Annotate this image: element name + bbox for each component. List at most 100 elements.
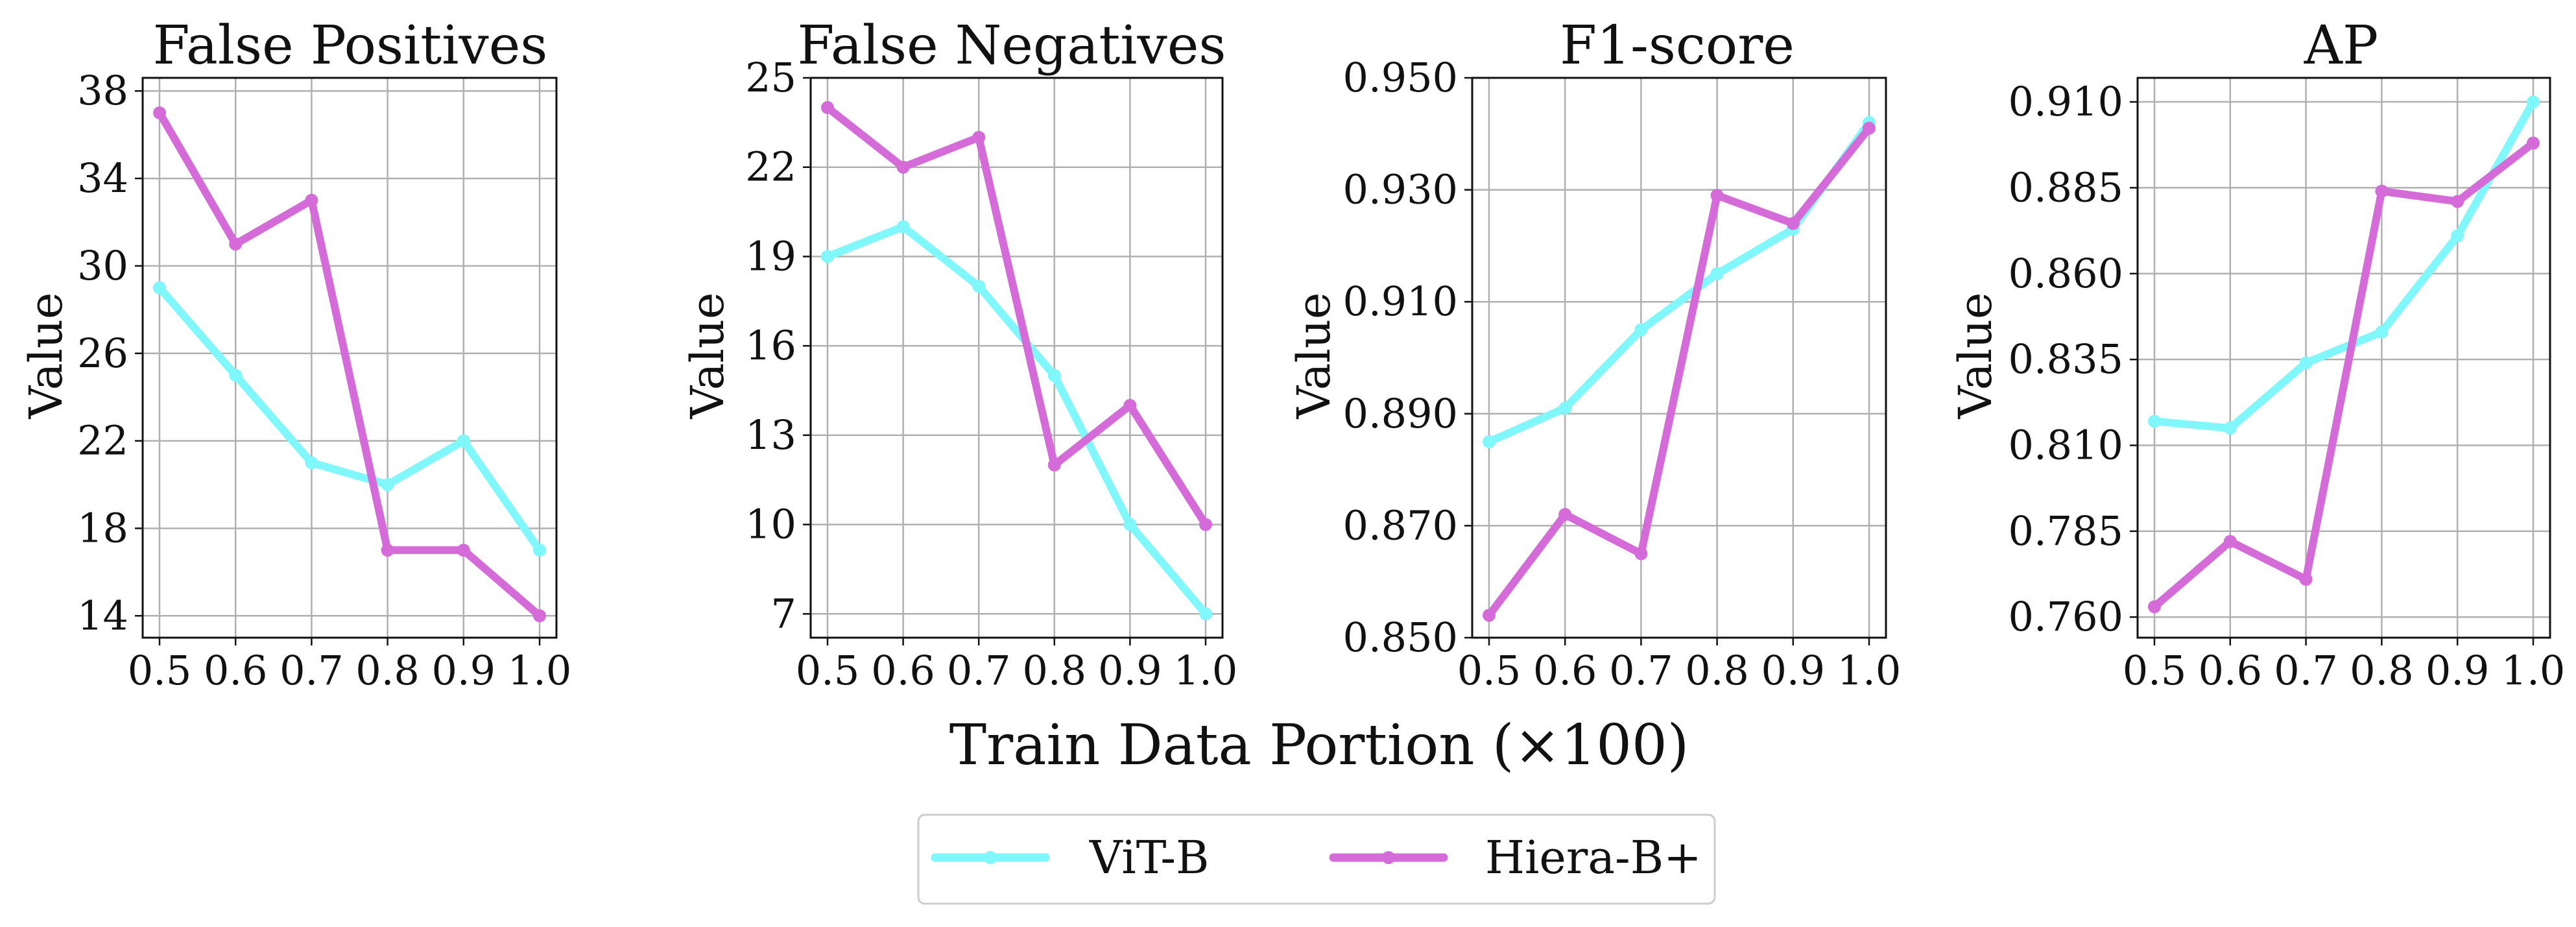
- data-point-hiera-b-plus: [1558, 508, 1572, 522]
- data-point-vit-b: [2148, 415, 2161, 428]
- data-point-hiera-b-plus: [2299, 572, 2313, 586]
- panel-false-negatives: False Negatives Value: [681, 15, 1226, 419]
- data-point-vit-b: [972, 280, 986, 293]
- y-tick-label: 0.785: [2009, 507, 2124, 555]
- y-tick-label: 38: [77, 67, 128, 114]
- y-tick-label: 7: [771, 590, 796, 637]
- y-tick-label: 0.860: [2009, 250, 2124, 297]
- plot-area-false-negatives: 0.5 0.6 0.7 0.8 0.9 1.0 7 10 13 16 19 22 25: [745, 54, 1237, 694]
- data-point-hiera-b-plus: [229, 237, 243, 251]
- y-tick-label: 34: [77, 154, 128, 202]
- data-point-vit-b: [153, 281, 166, 295]
- y-axis-label: Value: [1949, 293, 2002, 420]
- data-point-vit-b: [457, 434, 470, 448]
- y-tick-label: 0.910: [1343, 278, 1459, 325]
- y-tick-label: 0.890: [1343, 390, 1459, 437]
- x-tick-label: 0.5: [2123, 647, 2187, 694]
- y-tick-label: 0.885: [2009, 163, 2124, 211]
- data-point-vit-b: [1199, 607, 1212, 621]
- data-point-hiera-b-plus: [533, 609, 546, 623]
- data-point-hiera-b-plus: [2223, 535, 2237, 548]
- x-tick-label: 0.5: [796, 647, 860, 694]
- y-tick-label: 14: [77, 592, 128, 639]
- data-point-vit-b: [2223, 422, 2237, 435]
- data-point-hiera-b-plus: [2148, 600, 2161, 614]
- y-tick-label: 0.910: [2009, 78, 2124, 125]
- x-tick-label: 0.8: [2350, 647, 2414, 694]
- x-tick-label: 0.8: [1685, 647, 1749, 694]
- y-tick-label: 13: [745, 411, 796, 459]
- data-point-hiera-b-plus: [896, 160, 910, 174]
- y-tick-label: 0.760: [2009, 593, 2124, 640]
- data-point-vit-b: [533, 544, 546, 557]
- data-point-vit-b: [305, 456, 318, 470]
- panel-ap: AP Value: [1949, 15, 2378, 419]
- axes-frame: [809, 77, 1224, 639]
- x-tick-label: 0.9: [1098, 647, 1162, 694]
- series-line-hiera-b-plus: [2151, 139, 2537, 611]
- panel-title: False Positives: [153, 15, 548, 77]
- y-tick-label: 0.835: [2009, 335, 2124, 383]
- data-point-hiera-b-plus: [1786, 217, 1800, 230]
- data-point-vit-b: [896, 220, 910, 234]
- x-tick-label: 0.8: [1022, 647, 1086, 694]
- data-point-vit-b: [1047, 369, 1061, 383]
- x-tick-label: 0.5: [1457, 647, 1521, 694]
- legend-label-vit-b: ViT-B: [1089, 831, 1209, 884]
- x-tick-label: 0.5: [128, 647, 192, 694]
- x-axis-label: Train Data Portion (×100): [949, 713, 1689, 778]
- data-point-hiera-b-plus: [1123, 398, 1137, 412]
- x-tick-label: 0.7: [1609, 647, 1673, 694]
- x-tick-label: 0.9: [2426, 647, 2490, 694]
- data-point-hiera-b-plus: [972, 130, 986, 144]
- data-point-vit-b: [1123, 518, 1137, 531]
- data-point-vit-b: [2375, 325, 2389, 339]
- y-tick-label: 22: [77, 417, 128, 464]
- data-point-hiera-b-plus: [1047, 458, 1061, 472]
- y-tick-label: 30: [77, 242, 128, 289]
- data-point-hiera-b-plus: [1483, 608, 1496, 622]
- x-tick-label: 1.0: [2501, 647, 2566, 694]
- legend-entry-vit-b: ViT-B: [931, 831, 1209, 884]
- data-point-hiera-b-plus: [305, 193, 318, 207]
- data-point-vit-b: [1558, 402, 1572, 415]
- series-line-vit-b: [156, 283, 543, 555]
- y-axis-label: Value: [19, 293, 73, 420]
- x-tick-label: 0.6: [871, 647, 935, 694]
- y-axis-label: Value: [681, 293, 734, 420]
- series-line-hiera-b-plus: [156, 108, 543, 620]
- y-tick-label: 18: [77, 504, 128, 551]
- y-tick-label: 25: [745, 54, 796, 101]
- axes-frame: [1471, 77, 1887, 639]
- legend: ViT-B Hiera-B+: [917, 813, 1716, 905]
- series-line-vit-b: [2151, 98, 2537, 433]
- x-tick-label: 0.7: [2274, 647, 2338, 694]
- data-point-hiera-b-plus: [381, 544, 394, 557]
- data-point-vit-b: [1710, 267, 1724, 281]
- data-point-vit-b: [821, 250, 834, 263]
- data-point-hiera-b-plus: [153, 106, 166, 119]
- x-tick-label: 0.9: [1761, 647, 1825, 694]
- y-tick-label: 22: [745, 143, 796, 191]
- series-line-vit-b: [824, 223, 1210, 618]
- y-tick-label: 10: [745, 501, 796, 548]
- y-tick-label: 0.930: [1343, 166, 1459, 213]
- legend-marker-hiera-b-plus: [1382, 851, 1395, 864]
- panel-f1-score: F1-score Value: [1287, 15, 1795, 419]
- data-point-hiera-b-plus: [2527, 136, 2540, 150]
- data-point-hiera-b-plus: [1710, 189, 1724, 202]
- x-tick-label: 0.9: [431, 647, 495, 694]
- series-line-hiera-b-plus: [1485, 124, 1873, 620]
- y-tick-label: 0.810: [2009, 422, 2124, 469]
- panel-title: F1-score: [1560, 15, 1795, 77]
- plot-area-ap: 0.5 0.6 0.7 0.8 0.9 1.0 0.760 0.785 0.810 0.835 0.…: [2009, 77, 2566, 694]
- y-tick-label: 16: [745, 322, 796, 369]
- data-point-hiera-b-plus: [821, 101, 834, 114]
- x-tick-label: 1.0: [508, 647, 572, 694]
- x-tick-label: 0.7: [280, 647, 344, 694]
- legend-label-hiera-b-plus: Hiera-B+: [1485, 831, 1702, 884]
- x-tick-label: 0.6: [204, 647, 268, 694]
- data-point-hiera-b-plus: [2375, 184, 2389, 198]
- x-tick-label: 1.0: [1174, 647, 1238, 694]
